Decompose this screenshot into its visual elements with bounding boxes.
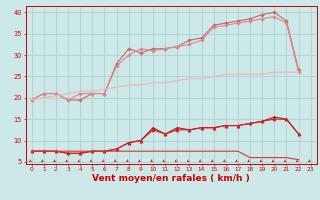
X-axis label: Vent moyen/en rafales ( km/h ): Vent moyen/en rafales ( km/h ): [92, 174, 250, 183]
